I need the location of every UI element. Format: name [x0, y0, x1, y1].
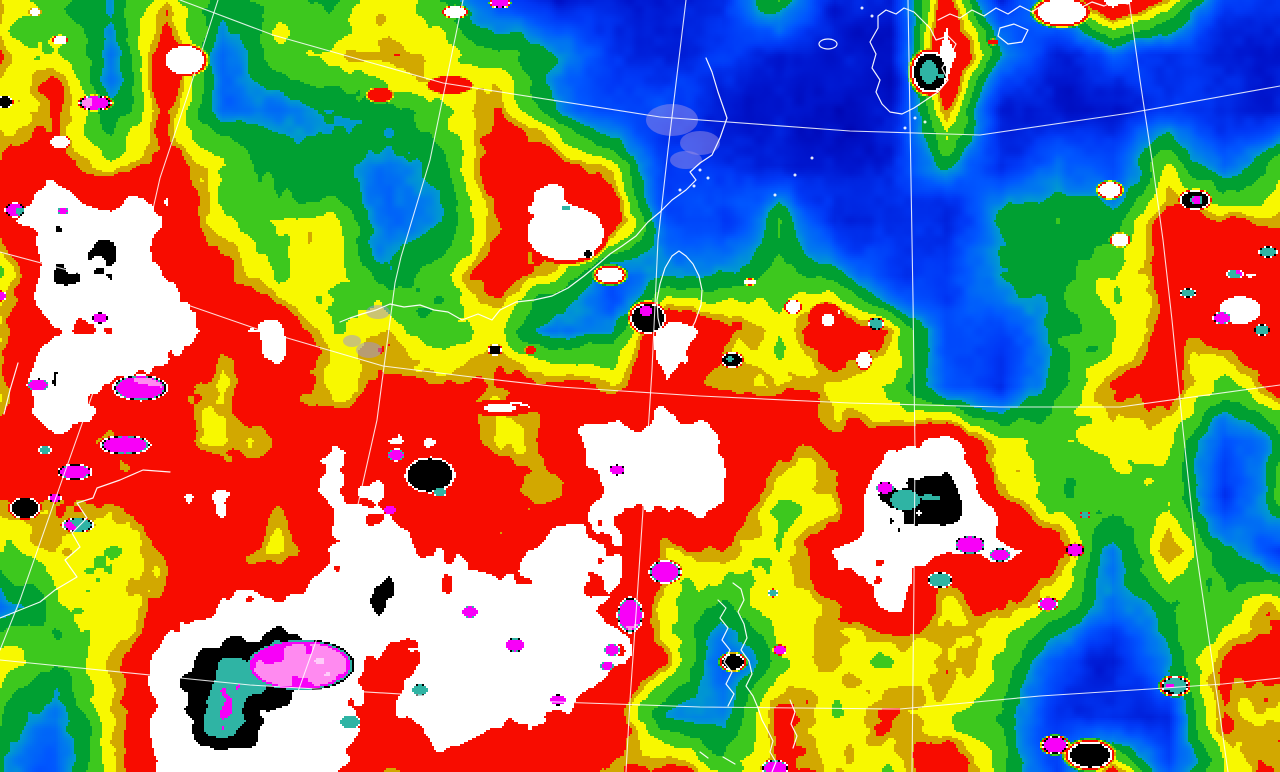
coastline-kyushu: [869, 7, 957, 115]
coastline-taiwan: [656, 250, 703, 354]
coastline-luzon-inner-coast: [717, 599, 735, 707]
land-tint-patch-4: [356, 342, 382, 358]
graticule-line-lon-2: [274, 0, 464, 772]
coastline-visayas-island-1: [699, 751, 709, 759]
coastline-luzon-west-coast: [732, 582, 777, 772]
land-tint-patch-2: [670, 151, 702, 169]
land-tint-patch-1: [680, 131, 720, 155]
island-ring-0: [818, 38, 838, 50]
island-dot-0: [698, 168, 702, 172]
graticule-line-lon-3: [625, 0, 687, 772]
island-dot-8: [870, 14, 874, 18]
coastline-honshu-coast: [937, 0, 1129, 21]
island-dot-9: [810, 156, 814, 160]
graticule-line-lon-1: [0, 0, 219, 651]
coastline-vietnam-coast: [0, 469, 171, 619]
land-tint-patch-5: [343, 335, 361, 347]
island-dot-6: [903, 126, 907, 130]
island-dot-1: [706, 176, 710, 180]
coastline-gulf-coast-fragment: [3, 362, 19, 415]
graticule-line-lat-south: [0, 659, 1280, 710]
island-dot-2: [692, 184, 696, 188]
graticule-line-lon-4: [907, 0, 916, 772]
graticule-line-lon-5: [1128, 0, 1229, 772]
island-dot-7: [860, 6, 864, 10]
island-dot-11: [773, 193, 777, 197]
coastline-china-east-coast: [339, 57, 728, 323]
coastline-visayas-island-2: [722, 756, 736, 765]
island-dot-5: [923, 120, 927, 124]
island-dot-4: [913, 116, 917, 120]
land-tint-patch-3: [366, 305, 390, 319]
island-dot-10: [793, 173, 797, 177]
coastline-shikoku: [997, 23, 1029, 45]
graticule-line-lat-north: [179, 0, 1280, 136]
graticule-line-lat-middle: [0, 251, 1280, 408]
coastline-luzon-east-coast: [789, 699, 798, 749]
island-dot-3: [678, 188, 682, 192]
